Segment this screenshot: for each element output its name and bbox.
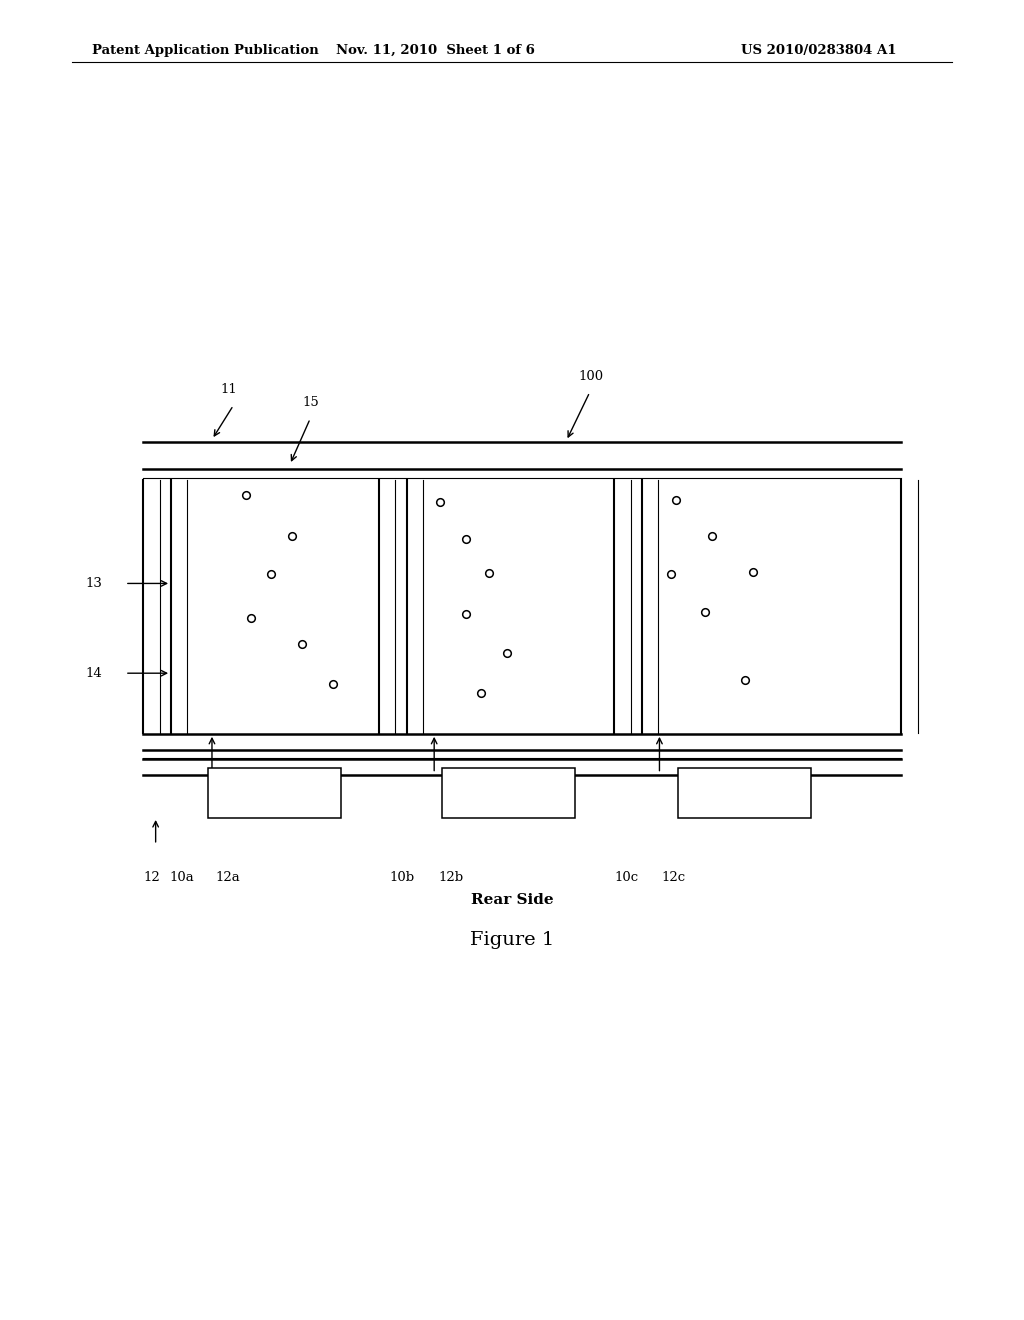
Text: 12c: 12c	[662, 871, 686, 884]
Text: Nov. 11, 2010  Sheet 1 of 6: Nov. 11, 2010 Sheet 1 of 6	[336, 44, 535, 57]
Text: 10b: 10b	[390, 871, 415, 884]
Text: Patent Application Publication: Patent Application Publication	[92, 44, 318, 57]
Text: 13: 13	[86, 577, 102, 590]
Text: 10a: 10a	[170, 871, 195, 884]
Bar	[678, 768, 811, 818]
Bar	[208, 768, 341, 818]
Text: 12b: 12b	[438, 871, 463, 884]
Bar	[442, 768, 575, 818]
Text: 12: 12	[143, 871, 160, 884]
Text: 15: 15	[302, 396, 318, 409]
Text: 12a: 12a	[215, 871, 240, 884]
Text: Rear Side: Rear Side	[471, 894, 553, 907]
Text: 100: 100	[579, 370, 604, 383]
Text: US 2010/0283804 A1: US 2010/0283804 A1	[741, 44, 897, 57]
Text: 10c: 10c	[614, 871, 639, 884]
Text: 14: 14	[86, 667, 102, 680]
Text: Figure 1: Figure 1	[470, 931, 554, 949]
Text: 11: 11	[220, 383, 237, 396]
